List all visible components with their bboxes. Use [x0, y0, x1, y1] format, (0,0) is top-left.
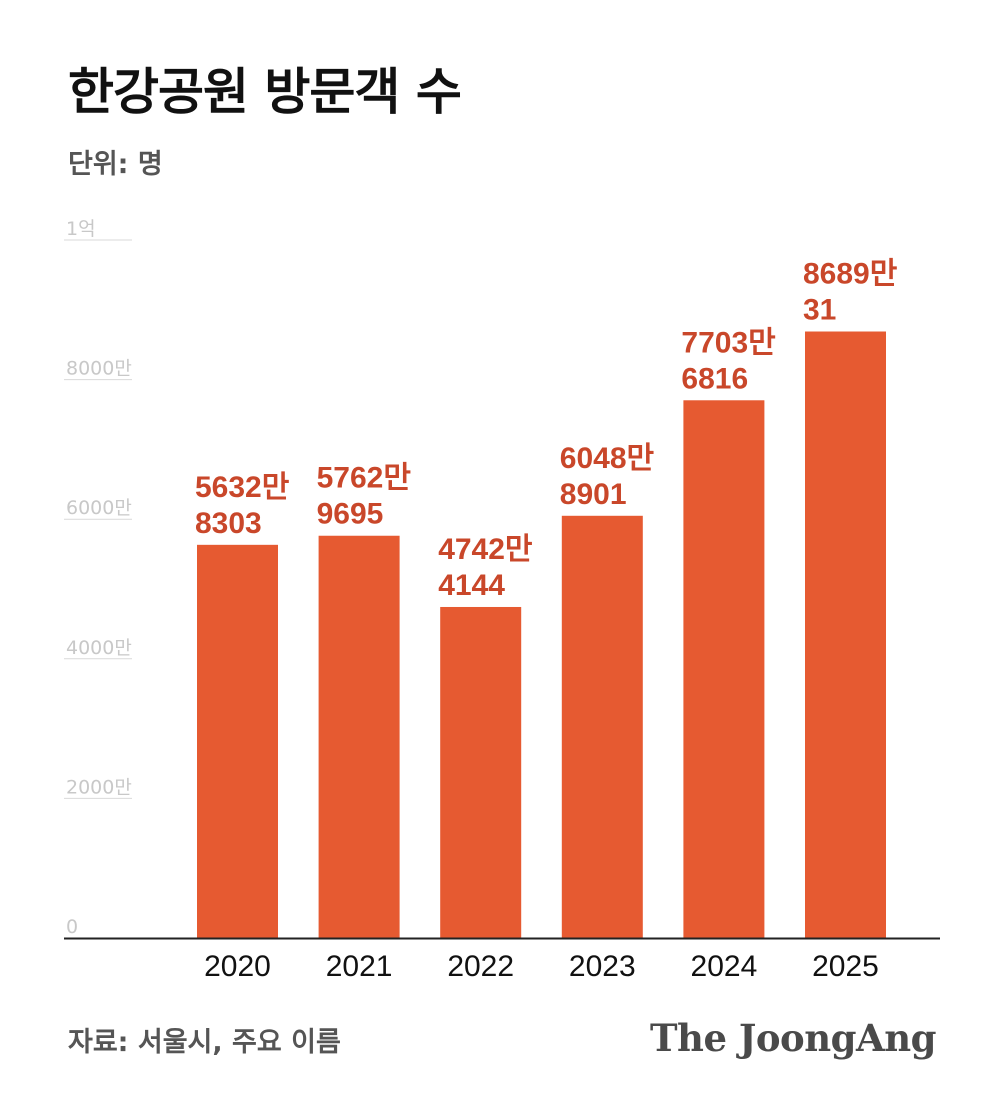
data-label: 4144	[438, 569, 505, 602]
data-label: 5762만	[317, 462, 412, 495]
x-tick-label: 2025	[812, 950, 879, 983]
bar-2023	[561, 515, 643, 938]
unit-label: 단위: 명	[68, 149, 163, 180]
bar-2025	[805, 331, 886, 938]
data-label: 4742만	[438, 533, 533, 566]
data-label: 31	[803, 294, 836, 327]
bar-2022	[440, 606, 522, 938]
bar-2020	[197, 544, 278, 938]
x-tick-label: 2024	[691, 950, 758, 983]
y-tick-label: 2000만	[66, 776, 132, 798]
source-note: 자료: 서울시, 주요 이름	[68, 1027, 341, 1058]
data-label: 8303	[195, 507, 262, 540]
y-tick-label: 6000만	[66, 497, 132, 519]
data-label: 6816	[681, 362, 748, 395]
x-tick-label: 2023	[569, 950, 636, 983]
data-label: 8901	[560, 478, 627, 511]
data-label: 9695	[317, 498, 384, 531]
y-tick-label: 1억	[66, 218, 96, 240]
x-tick-label: 2020	[204, 950, 271, 983]
chart-title: 한강공원 방문객 수	[68, 63, 462, 121]
bar-2021	[318, 535, 400, 938]
data-label: 6048만	[560, 442, 655, 475]
publisher-logo: The JoongAng	[650, 1016, 936, 1060]
y-tick-label: 0	[66, 916, 78, 938]
data-label: 5632만	[195, 471, 290, 504]
x-tick-label: 2021	[326, 950, 393, 983]
y-tick-label: 8000만	[66, 358, 132, 380]
y-tick-label: 4000만	[66, 637, 132, 659]
data-label: 8689만	[803, 258, 898, 291]
x-tick-label: 2022	[447, 950, 514, 983]
bar-2024	[683, 400, 765, 938]
data-label: 7703만	[681, 326, 776, 359]
